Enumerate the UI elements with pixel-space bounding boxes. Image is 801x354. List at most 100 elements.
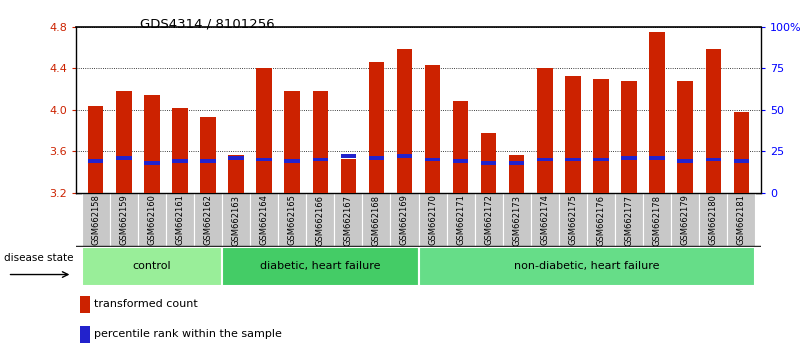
Bar [200,160,215,163]
Bar [110,193,138,246]
Bar [88,105,103,193]
Bar [481,133,497,193]
Bar [144,95,159,193]
Bar [116,91,131,193]
Bar [334,193,362,246]
Text: transformed count: transformed count [94,299,198,309]
Bar [566,158,581,161]
Bar [390,193,418,246]
Text: GSM662168: GSM662168 [372,195,381,246]
Bar [678,81,693,193]
Bar [88,160,103,163]
Text: GSM662174: GSM662174 [541,195,549,245]
Bar [559,193,587,246]
Bar [622,156,637,160]
Bar [594,79,609,193]
Text: diabetic, heart failure: diabetic, heart failure [260,261,380,272]
Bar [340,154,356,158]
Bar [166,193,194,246]
Bar [306,193,334,246]
Bar [706,158,721,161]
Bar [256,68,272,193]
Bar [278,193,306,246]
Bar [727,193,755,246]
Text: GSM662167: GSM662167 [344,195,353,246]
Text: control: control [133,261,171,272]
Text: GSM662158: GSM662158 [91,195,100,245]
Text: GSM662178: GSM662178 [653,195,662,246]
Bar [447,193,475,246]
Bar [706,50,721,193]
Bar [250,193,278,246]
Bar [82,247,222,286]
Text: GSM662161: GSM662161 [175,195,184,245]
Text: GSM662171: GSM662171 [456,195,465,245]
Bar [82,193,110,246]
Bar [699,193,727,246]
Bar [650,156,665,160]
Bar [418,247,755,286]
Bar [481,161,497,165]
Bar [172,160,187,163]
Bar [509,161,525,165]
Bar [503,193,531,246]
Bar [425,65,441,193]
Bar [79,326,90,343]
Bar [537,68,553,193]
Bar [222,247,418,286]
Bar [678,160,693,163]
Bar [418,193,447,246]
Bar [362,193,390,246]
Bar [509,155,525,193]
Text: GSM662169: GSM662169 [400,195,409,245]
Text: non-diabetic, heart failure: non-diabetic, heart failure [514,261,660,272]
Text: GDS4314 / 8101256: GDS4314 / 8101256 [140,18,275,31]
Text: GSM662162: GSM662162 [203,195,212,245]
Text: GSM662163: GSM662163 [231,195,240,246]
Bar [138,193,166,246]
Bar [368,62,384,193]
Bar [368,156,384,160]
Text: GSM662160: GSM662160 [147,195,156,245]
Text: GSM662164: GSM662164 [260,195,268,245]
Bar [566,76,581,193]
Bar [228,155,244,193]
Bar [228,156,244,160]
Text: GSM662173: GSM662173 [513,195,521,246]
Bar [671,193,699,246]
Bar [734,160,749,163]
Bar [643,193,671,246]
Bar [453,101,469,193]
Text: GSM662172: GSM662172 [484,195,493,245]
Bar [594,158,609,161]
Bar [194,193,222,246]
Bar [396,154,413,158]
Bar [734,112,749,193]
Bar [531,193,559,246]
Bar [144,161,159,165]
Bar [340,159,356,193]
Text: GSM662176: GSM662176 [597,195,606,246]
Bar [222,193,250,246]
Bar [256,158,272,161]
Bar [312,158,328,161]
Text: disease state: disease state [4,253,74,263]
Bar [79,296,90,313]
Bar [425,158,441,161]
Bar [475,193,503,246]
Text: GSM662166: GSM662166 [316,195,324,246]
Bar [622,81,637,193]
Bar [587,193,615,246]
Text: GSM662165: GSM662165 [288,195,296,245]
Bar [650,32,665,193]
Bar [537,158,553,161]
Text: GSM662181: GSM662181 [737,195,746,245]
Text: GSM662159: GSM662159 [119,195,128,245]
Bar [172,108,187,193]
Bar [312,91,328,193]
Bar [284,160,300,163]
Bar [396,50,413,193]
Text: GSM662180: GSM662180 [709,195,718,245]
Bar [615,193,643,246]
Text: percentile rank within the sample: percentile rank within the sample [94,329,282,339]
